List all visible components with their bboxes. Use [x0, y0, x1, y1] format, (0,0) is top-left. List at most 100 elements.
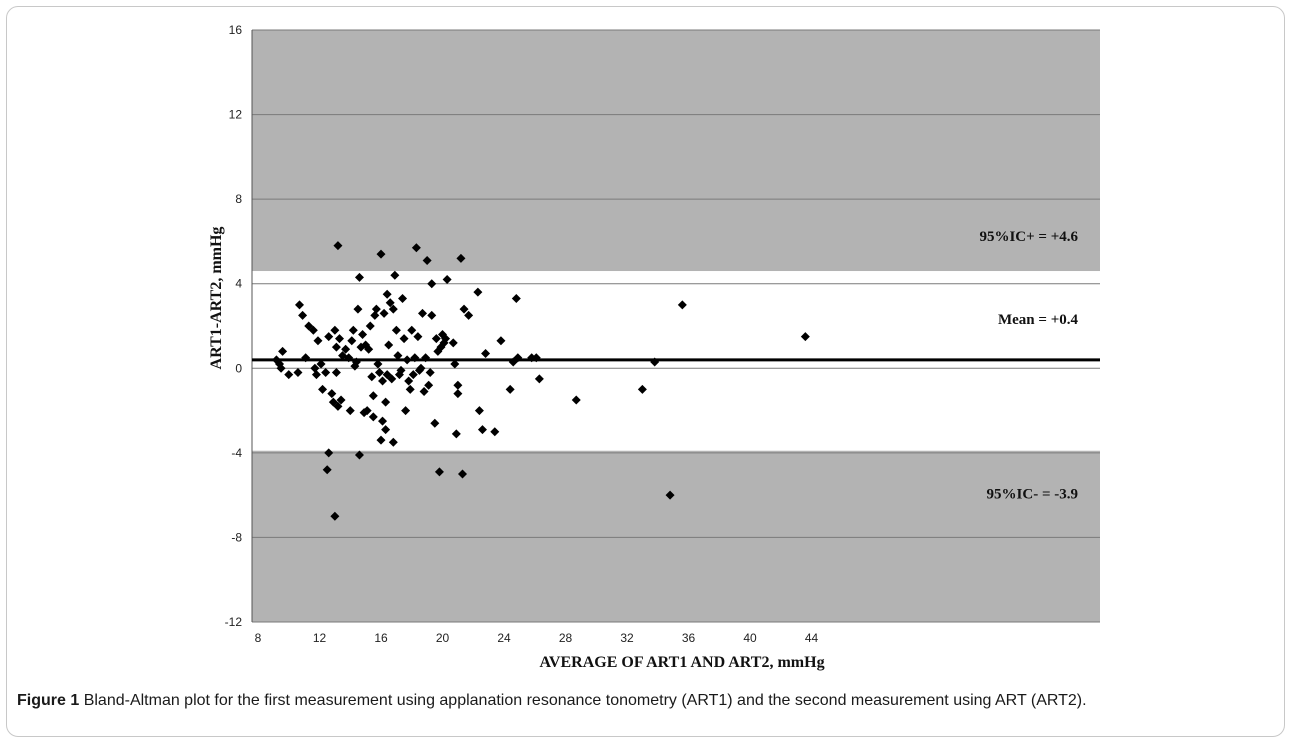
data-point	[399, 334, 409, 344]
data-point	[333, 241, 343, 251]
data-point	[637, 384, 647, 394]
data-point	[367, 372, 377, 382]
data-point	[490, 427, 500, 437]
data-point	[368, 412, 378, 422]
x-tick-label: 8	[255, 631, 262, 645]
data-point	[336, 395, 346, 405]
y-tick-label: 12	[229, 108, 243, 122]
data-point	[370, 310, 380, 320]
data-point	[354, 272, 364, 282]
data-point	[388, 304, 398, 314]
data-point	[322, 465, 332, 475]
data-point	[421, 353, 431, 363]
data-point	[301, 353, 311, 363]
data-point	[453, 389, 463, 399]
data-point	[511, 294, 521, 304]
data-point	[398, 294, 408, 304]
data-point	[391, 325, 401, 335]
data-point	[419, 387, 429, 397]
data-point	[453, 380, 463, 390]
data-point	[379, 308, 389, 318]
x-tick-label: 44	[805, 631, 819, 645]
data-point	[401, 406, 411, 416]
data-point	[384, 340, 394, 350]
y-tick-label: -12	[225, 615, 243, 629]
data-point	[430, 418, 440, 428]
data-point	[413, 332, 423, 342]
data-point	[374, 368, 384, 378]
data-point	[407, 325, 417, 335]
data-point	[434, 467, 444, 477]
x-tick-label: 36	[682, 631, 696, 645]
data-point	[358, 329, 368, 339]
upper-limit-label: 95%IC+ = +4.6	[979, 229, 1078, 245]
y-tick-label: 0	[235, 361, 242, 375]
data-point	[531, 353, 541, 363]
data-point	[324, 448, 334, 458]
data-point	[378, 376, 388, 386]
data-point	[318, 384, 328, 394]
upper-band	[252, 30, 1100, 272]
data-point	[313, 336, 323, 346]
data-point	[376, 435, 386, 445]
y-tick-label: 8	[235, 192, 242, 206]
data-point	[442, 274, 452, 284]
data-point	[411, 243, 421, 253]
data-point	[324, 332, 334, 342]
data-point	[344, 353, 354, 363]
figure-frame	[6, 6, 1285, 737]
data-point	[333, 401, 343, 411]
mean-label: Mean = +0.4	[998, 312, 1079, 328]
data-point	[348, 325, 358, 335]
data-point	[800, 332, 810, 342]
data-point	[382, 289, 392, 299]
lower-band	[252, 450, 1100, 622]
data-point	[308, 325, 318, 335]
data-point	[405, 384, 415, 394]
data-point	[416, 363, 426, 373]
data-point	[381, 397, 391, 407]
data-point	[276, 363, 286, 373]
y-tick-label: -8	[231, 530, 242, 544]
data-point	[393, 351, 403, 361]
x-axis-title: AVERAGE OF ART1 AND ART2, mmHg	[539, 654, 824, 671]
lower-limit-label: 95%IC- = -3.9	[987, 487, 1078, 503]
x-tick-label: 12	[313, 631, 327, 645]
data-point	[424, 380, 434, 390]
data-point	[457, 469, 467, 479]
data-point	[327, 389, 337, 399]
data-point	[505, 384, 515, 394]
y-tick-label: -4	[231, 446, 242, 460]
data-point	[427, 279, 437, 289]
data-point	[448, 338, 458, 348]
data-point	[284, 370, 294, 380]
data-point	[441, 334, 451, 344]
x-tick-label: 32	[620, 631, 634, 645]
data-point	[368, 391, 378, 401]
data-point	[293, 368, 303, 378]
data-point	[345, 406, 355, 416]
data-point	[298, 310, 308, 320]
data-point	[347, 336, 357, 346]
data-point	[378, 416, 388, 426]
data-point	[321, 368, 331, 378]
x-tick-label: 28	[559, 631, 573, 645]
data-point	[534, 374, 544, 384]
data-point	[422, 255, 432, 265]
data-point	[477, 425, 487, 435]
data-point	[341, 344, 351, 354]
caption-label: Figure 1	[17, 692, 80, 709]
caption-text: Bland-Altman plot for the first measurem…	[83, 692, 1087, 709]
data-point	[427, 310, 437, 320]
data-point	[316, 359, 326, 369]
y-tick-label: 4	[235, 277, 242, 291]
data-point	[665, 490, 675, 500]
data-point	[473, 287, 483, 297]
data-point	[404, 376, 414, 386]
data-point	[373, 359, 383, 369]
data-point	[425, 368, 435, 378]
x-tick-label: 16	[374, 631, 388, 645]
data-point	[365, 321, 375, 331]
data-point	[481, 348, 491, 358]
